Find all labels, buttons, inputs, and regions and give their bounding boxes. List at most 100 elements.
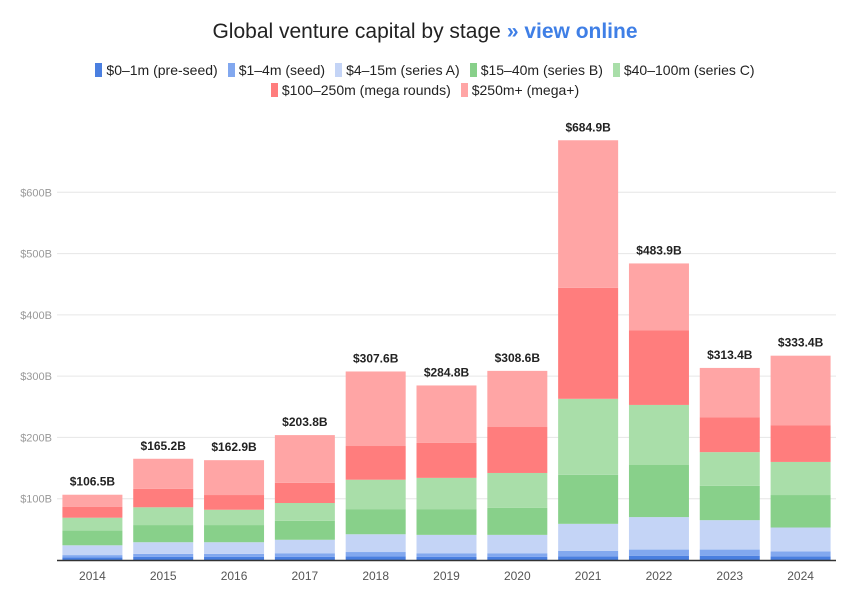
bar-segment	[416, 477, 477, 510]
bar-segment	[770, 461, 831, 496]
bar-segment	[628, 549, 689, 556]
x-tick-label: 2018	[362, 569, 389, 583]
bar-segment	[699, 485, 760, 521]
bar-segment	[62, 494, 123, 507]
title-bar: Global venture capital by stage» view on…	[0, 20, 850, 44]
legend-swatch	[469, 63, 477, 77]
bar-segment	[133, 488, 194, 508]
x-tick-label: 2014	[79, 569, 106, 583]
legend-item: $0–1m (pre-seed)	[95, 60, 218, 80]
legend-label: $250m+ (mega+)	[471, 82, 580, 98]
bar-segment	[62, 557, 123, 560]
bar-segment	[133, 542, 194, 554]
bar-segment	[62, 506, 123, 518]
legend-item: $100–250m (mega rounds)	[270, 80, 451, 100]
bar-segment	[345, 509, 406, 535]
bar-segment	[487, 370, 548, 428]
bar-segment	[699, 555, 760, 560]
legend-swatch	[270, 83, 278, 97]
bar-segment	[204, 525, 265, 543]
bar-segment	[628, 263, 689, 331]
view-online-link[interactable]: » view online	[506, 20, 638, 43]
bar-segment	[558, 287, 619, 399]
bar-segment	[204, 495, 265, 510]
legend-label: $100–250m (mega rounds)	[281, 82, 451, 98]
total-label: $308.6B	[495, 351, 541, 365]
bar-segment	[204, 556, 265, 560]
bar-segment	[274, 435, 335, 483]
total-label: $203.8B	[282, 415, 328, 429]
legend-item: $4–15m (series A)	[335, 60, 460, 80]
bar-segment	[133, 553, 194, 557]
x-tick-label: 2023	[716, 569, 743, 583]
bar-segment	[416, 442, 477, 478]
legend-swatch	[335, 63, 343, 77]
x-tick-label: 2024	[787, 569, 814, 583]
bar-segment	[204, 553, 265, 557]
bar-segment	[558, 556, 619, 560]
total-label: $165.2B	[141, 439, 187, 453]
legend-label: $40–100m (series C)	[623, 62, 755, 78]
bar-segment	[628, 330, 689, 405]
bar-segment	[62, 555, 123, 558]
legend-swatch	[95, 63, 103, 77]
bar-segment	[699, 549, 760, 556]
x-tick-label: 2016	[221, 569, 248, 583]
bar-segment	[487, 556, 548, 560]
total-label: $483.9B	[636, 243, 682, 257]
bar-segment	[204, 460, 265, 496]
y-tick-label: $400B	[20, 310, 52, 322]
bar-segment	[628, 517, 689, 550]
bar-segment	[62, 545, 123, 556]
bar-segment	[558, 140, 619, 288]
bar-segment	[274, 539, 335, 554]
bar-segment	[770, 425, 831, 462]
bar-segment	[699, 367, 760, 418]
legend-swatch	[460, 83, 468, 97]
total-label: $307.6B	[353, 351, 399, 365]
bar-segment	[628, 404, 689, 466]
bar-segment	[487, 472, 548, 508]
bar-segment	[345, 479, 406, 510]
total-label: $106.5B	[70, 475, 116, 489]
total-label: $162.9B	[211, 440, 257, 454]
legend-item: $40–100m (series C)	[612, 60, 755, 80]
legend-swatch	[227, 63, 235, 77]
x-tick-label: 2021	[575, 569, 602, 583]
bar-segment	[770, 355, 831, 426]
bar-segment	[274, 503, 335, 521]
bar-segment	[558, 523, 619, 551]
bar-segment	[770, 527, 831, 552]
x-tick-label: 2015	[150, 569, 177, 583]
legend-item: $1–4m (seed)	[227, 60, 325, 80]
bar-segment	[487, 427, 548, 473]
chart-title: Global venture capital by stage	[212, 20, 501, 43]
bar-segment	[62, 530, 123, 546]
bar-segment	[487, 534, 548, 554]
bar-segment	[133, 458, 194, 489]
total-label: $333.4B	[778, 336, 824, 350]
bar-segment	[274, 553, 335, 557]
bar-segment	[345, 534, 406, 553]
bar-segment	[558, 550, 619, 557]
bar-segment	[487, 553, 548, 557]
bar-segment	[62, 517, 123, 531]
legend-swatch	[612, 63, 620, 77]
legend-label: $15–40m (series B)	[480, 62, 603, 78]
bar-segment	[204, 509, 265, 526]
bar-segment	[699, 520, 760, 550]
bar-segment	[274, 520, 335, 540]
y-tick-label: $300B	[20, 371, 52, 383]
bar-segment	[274, 482, 335, 504]
bar-segment	[133, 525, 194, 543]
bar-segment	[416, 556, 477, 560]
bar-segment	[487, 507, 548, 535]
bar-segment	[345, 552, 406, 557]
bar-segment	[699, 417, 760, 453]
bar-segment	[345, 556, 406, 560]
bar-segment	[274, 556, 335, 560]
y-tick-label: $100B	[20, 494, 52, 506]
bar-segment	[770, 556, 831, 560]
